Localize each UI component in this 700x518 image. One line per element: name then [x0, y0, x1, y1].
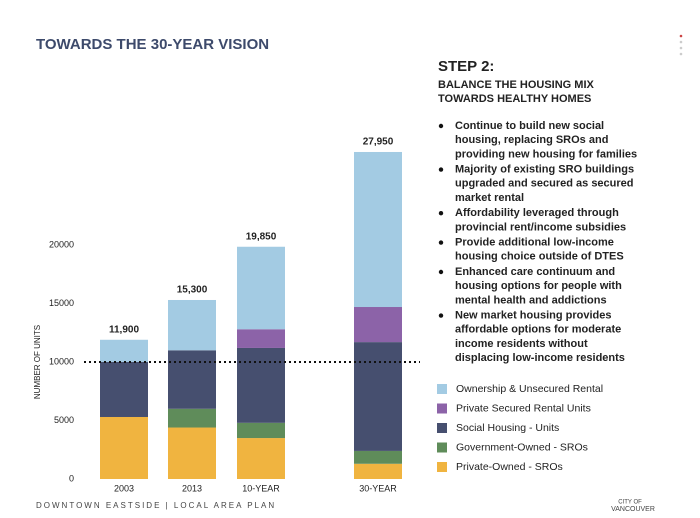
bullet-text: Majority of existing SRO buildings	[455, 164, 634, 176]
legend-label: Social Housing - Units	[456, 422, 559, 434]
step-heading: STEP 2:	[438, 58, 494, 75]
legend-swatch	[437, 384, 447, 394]
legend-swatch	[437, 462, 447, 472]
legend-label: Private-Owned - SROs	[456, 461, 563, 473]
total-label: 19,850	[246, 231, 277, 242]
y-tick-label: 5000	[54, 415, 74, 425]
step-subheading: BALANCE THE HOUSING MIX	[438, 79, 595, 91]
legend-swatch	[437, 442, 447, 453]
bullet-text: displacing low-income residents	[455, 352, 625, 364]
logo-line: CITY OF	[618, 500, 642, 506]
dot	[679, 46, 683, 50]
slide-title: TOWARDS THE 30-YEAR VISION	[36, 36, 269, 53]
bullet-text: provincial rent/income subsidies	[455, 221, 626, 233]
total-label: 11,900	[109, 324, 139, 335]
bar-segment	[168, 408, 216, 428]
bullet-text: Enhanced care continuum and	[455, 266, 615, 278]
bar-segment	[354, 151, 402, 308]
bullet-text: Provide additional low-income	[455, 237, 614, 249]
x-tick-label: 10-YEAR	[242, 483, 280, 493]
bar-segment	[168, 299, 216, 351]
y-tick-label: 10000	[49, 356, 74, 366]
bar-segment	[237, 246, 285, 330]
legend-label: Government-Owned - SROs	[456, 441, 588, 453]
legend-swatch	[437, 403, 447, 414]
legend-label: Private Secured Rental Units	[456, 402, 591, 414]
logo-line: VANCOUVER	[611, 506, 655, 513]
bar-segment	[168, 350, 216, 409]
bullet-text: housing options for people with	[455, 280, 622, 292]
bullet-text: housing choice outside of DTES	[455, 251, 624, 263]
bullet	[438, 313, 444, 318]
y-axis-label: NUMBER OF UNITS	[33, 325, 42, 399]
bullet-text: Affordability leveraged through	[455, 207, 619, 219]
bar-segment	[100, 362, 148, 417]
bar-segment	[168, 427, 216, 479]
bullet-text: affordable options for moderate	[455, 324, 621, 336]
bar-segment	[237, 329, 285, 348]
x-tick-label: 2003	[114, 483, 134, 493]
bar-segment	[354, 342, 402, 451]
bar-segment	[237, 347, 285, 423]
y-tick-label: 0	[69, 473, 74, 483]
bullet	[438, 167, 444, 172]
bullet-text: housing, replacing SROs and	[455, 134, 608, 146]
total-label: 15,300	[177, 285, 208, 296]
bullet	[438, 240, 444, 245]
bullet-text: income residents without	[455, 338, 588, 350]
bullet	[438, 211, 444, 216]
bar-segment	[100, 339, 148, 362]
bar-segment	[237, 438, 285, 479]
footer: DOWNTOWN EASTSIDE | LOCAL AREA PLAN	[36, 501, 276, 510]
bar-segment	[354, 307, 402, 343]
bar-segment	[354, 463, 402, 479]
dot	[679, 40, 683, 44]
bullet-text: mental health and addictions	[455, 294, 607, 306]
bullet-text: New market housing provides	[455, 310, 611, 322]
bar-segment	[100, 416, 148, 479]
bullet-text: providing new housing for families	[455, 148, 637, 160]
y-tick-label: 15000	[49, 298, 74, 308]
bullet-text: upgraded and secured as secured	[455, 178, 634, 190]
total-label: 27,950	[363, 137, 394, 148]
x-tick-label: 30-YEAR	[359, 483, 397, 493]
page-dots	[679, 34, 683, 56]
bar-segment	[237, 422, 285, 439]
dot	[679, 34, 683, 38]
bullet-text: market rental	[455, 192, 524, 204]
y-tick-label: 20000	[49, 239, 74, 249]
x-tick-label: 2013	[182, 483, 202, 493]
bar-segment	[354, 450, 402, 464]
legend-swatch	[437, 423, 447, 433]
bullet	[438, 123, 444, 129]
bullet	[438, 269, 444, 275]
step-subheading: TOWARDS HEALTHY HOMES	[438, 93, 591, 105]
dot	[679, 52, 683, 56]
legend-label: Ownership & Unsecured Rental	[456, 383, 603, 395]
bullet-text: Continue to build new social	[455, 120, 604, 132]
